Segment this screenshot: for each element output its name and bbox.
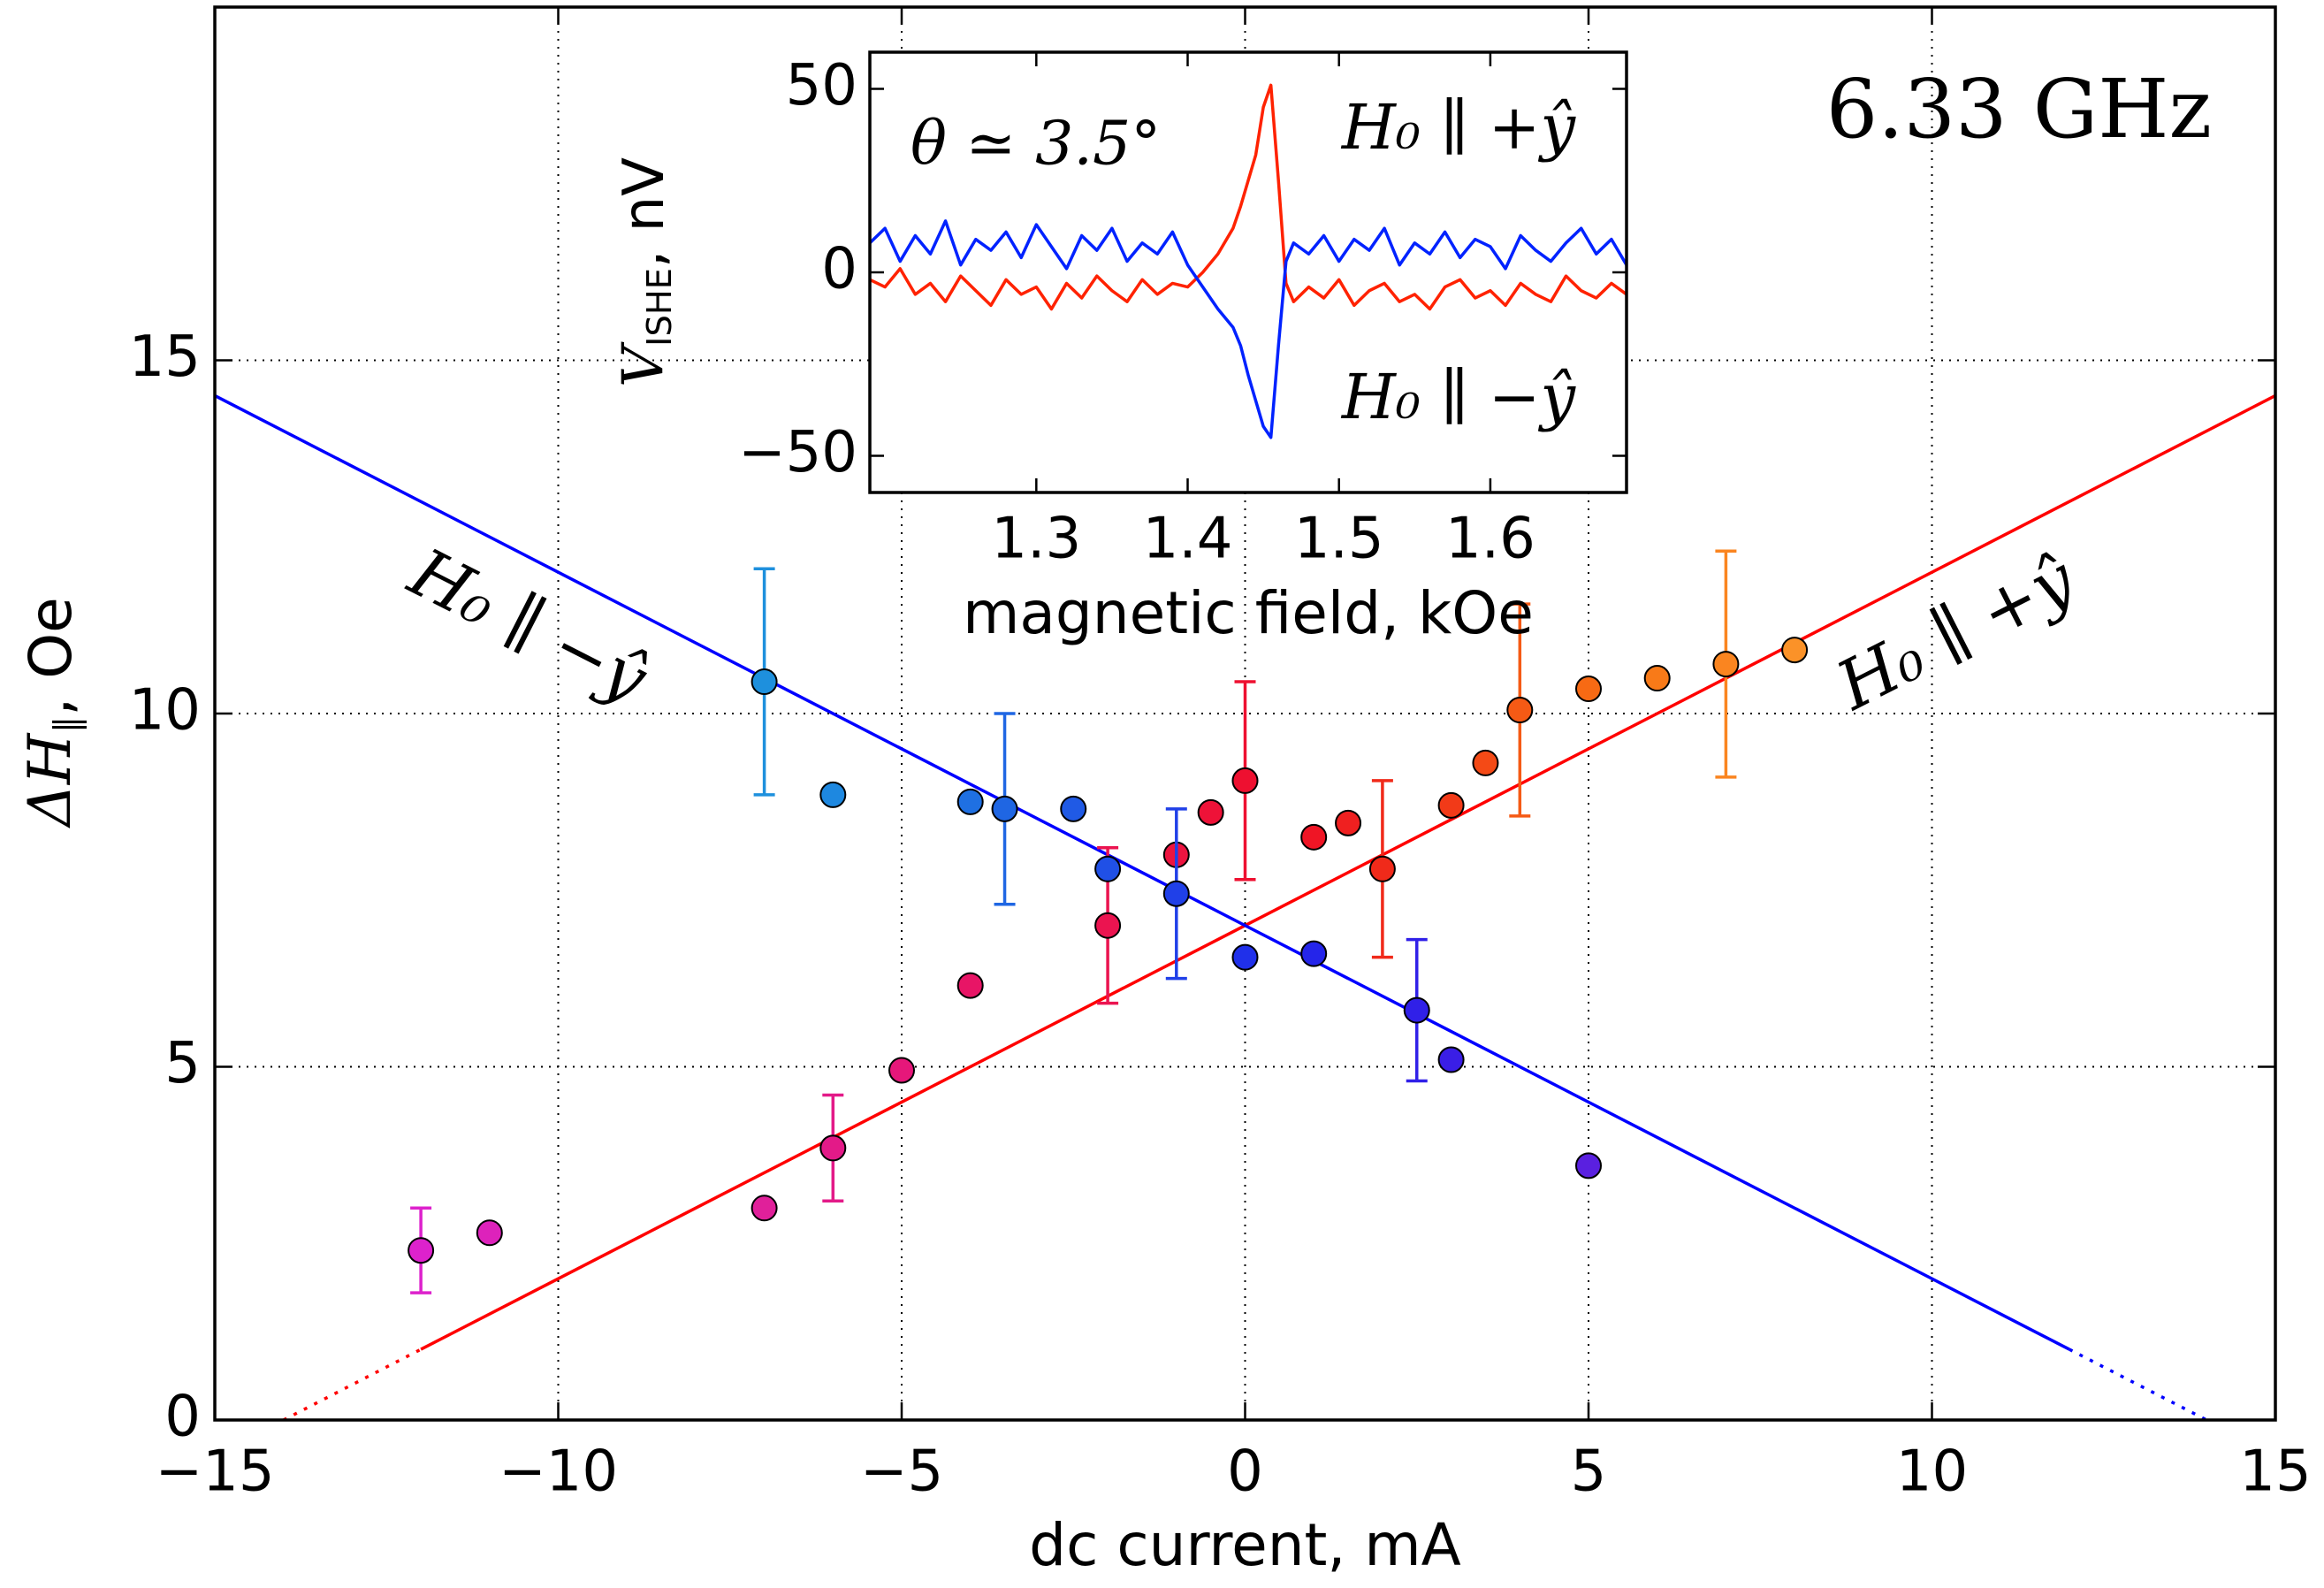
x-tick-label: 0: [1227, 1439, 1263, 1505]
data-point: [956, 972, 984, 999]
data-point: [1335, 809, 1362, 836]
y-axis-label-subscript: ISHE: [640, 268, 680, 347]
data-point: [819, 781, 847, 808]
x-tick-label: 15: [2239, 1439, 2311, 1505]
data-point: [1300, 823, 1328, 851]
data-point: [1162, 880, 1190, 907]
x-axis-label: magnetic field, kOe: [963, 579, 1534, 647]
data-point: [1437, 1046, 1465, 1073]
x-tick-label: 1.3: [991, 507, 1081, 572]
data-point: [888, 1057, 915, 1084]
data-point: [1472, 749, 1499, 776]
data-point: [1575, 676, 1602, 703]
x-tick-label: 5: [1571, 1439, 1607, 1505]
data-point: [1300, 940, 1328, 967]
series-label: H₀ ∥ +ŷ: [1340, 91, 1577, 164]
plot-background: [870, 52, 1627, 492]
y-axis-label-symbol: ΔH: [16, 732, 84, 829]
data-point: [1231, 943, 1259, 971]
y-axis-label-subscript: ∥: [47, 716, 88, 734]
y-tick-label: 5: [164, 1031, 201, 1096]
data-point: [1094, 912, 1122, 939]
data-point: [751, 668, 778, 696]
data-point: [1060, 795, 1087, 822]
signal-line: [868, 219, 1628, 439]
fit-line: [214, 393, 2070, 1351]
data-point: [956, 788, 984, 815]
data-point: [1781, 637, 1809, 664]
x-tick-label: 1.4: [1143, 507, 1233, 572]
y-axis-label: VISHE, nV: [611, 157, 680, 387]
y-tick-label: 0: [821, 237, 857, 302]
y-tick-label: 10: [129, 678, 201, 744]
series-label: H₀ ∥ −ŷ: [1340, 361, 1577, 433]
y-axis-label: ΔH∥, Oe: [16, 597, 88, 829]
x-tick-label: 1.6: [1445, 507, 1535, 572]
fit-line: [420, 393, 2276, 1351]
y-axis-label-unit: , nV: [612, 157, 677, 268]
fit-extension: [2069, 1348, 2208, 1422]
axes-frame: [213, 5, 2277, 1422]
x-tick-label: 1.5: [1294, 507, 1384, 572]
data-point: [819, 1134, 847, 1162]
fit-extension: [282, 1348, 422, 1422]
y-tick-label: 50: [786, 53, 857, 118]
data-point: [1094, 855, 1122, 882]
data-point: [1231, 767, 1259, 794]
chart-title: 6.33 GHz: [1826, 62, 2212, 157]
data-point: [1197, 798, 1224, 826]
x-tick-label: −5: [860, 1439, 943, 1505]
data-point: [1712, 651, 1740, 678]
y-axis-label-symbol: V: [611, 341, 676, 387]
data-point: [1437, 791, 1465, 819]
data-point: [1506, 697, 1534, 724]
x-tick-label: −10: [499, 1439, 618, 1505]
y-axis-label-unit: , Oe: [17, 597, 85, 716]
x-tick-label: −15: [155, 1439, 274, 1505]
data-point: [991, 795, 1018, 822]
y-tick-label: 15: [129, 324, 201, 390]
data-point: [476, 1219, 503, 1247]
inset-frame: [868, 50, 1628, 494]
inset-plot: 1.3 1.4 1.5 1.6 −50 0 50 θ ≃ 3.5° H₀ ∥ +ŷ H₀ ∥ −ŷ…: [611, 50, 1628, 647]
x-axis-label: dc current, mA: [1029, 1511, 1461, 1579]
x-tick-label: 10: [1896, 1439, 1968, 1505]
inset-annotation: θ ≃ 3.5°: [911, 110, 1161, 179]
y-tick-label: 0: [164, 1385, 201, 1450]
y-tick-label: −50: [738, 420, 857, 485]
signal-line: [869, 83, 1628, 311]
data-point: [1575, 1152, 1602, 1180]
data-point: [408, 1237, 435, 1264]
data-point: [1368, 855, 1396, 882]
data-point: [1403, 996, 1430, 1024]
data-point: [751, 1195, 778, 1222]
data-point: [1643, 665, 1671, 692]
